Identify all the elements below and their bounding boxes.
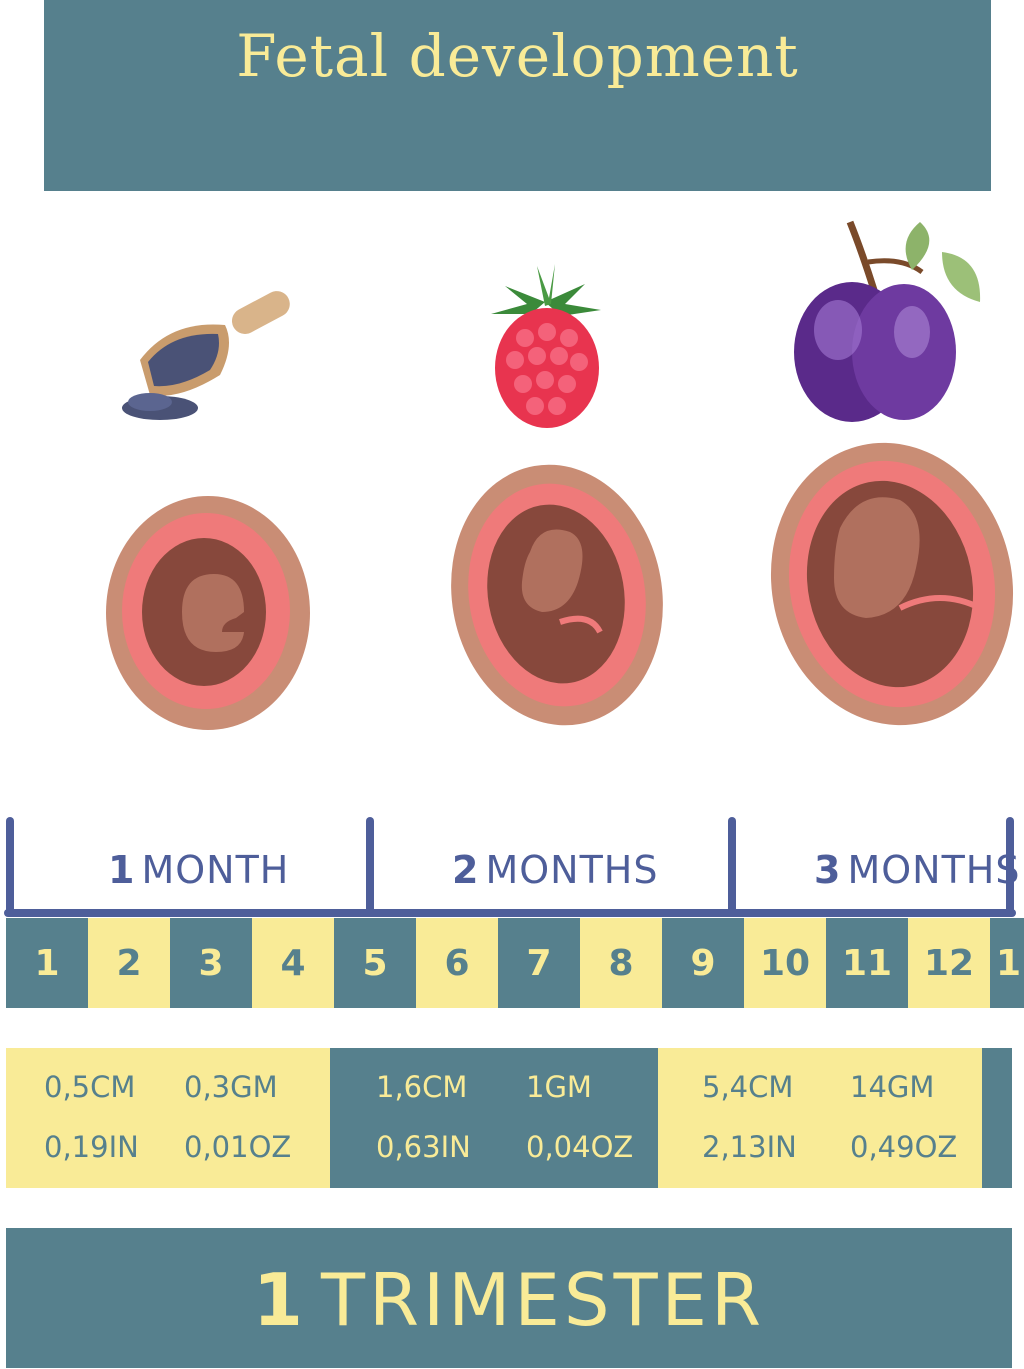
length-in: 0,63IN	[376, 1130, 471, 1164]
trimester-title: 1 TRIMESTER	[252, 1258, 766, 1342]
length-cm: 1,6CM	[376, 1070, 468, 1104]
month-brackets	[4, 817, 1016, 917]
weight-oz: 0,04OZ	[526, 1130, 634, 1164]
weight-oz: 0,01OZ	[184, 1130, 292, 1164]
weight-g: 0,3GM	[184, 1070, 278, 1104]
size-block-month-1: 0,5CM 0,3GM 0,19IN 0,01OZ	[6, 1048, 330, 1188]
week-cell: 9	[662, 918, 744, 1008]
embryo-month-3-illustration	[770, 442, 1014, 726]
week-cell: 11	[826, 918, 908, 1008]
embryo-month-2-illustration	[451, 464, 663, 726]
length-in: 0,19IN	[44, 1130, 139, 1164]
page-title: Fetal development	[236, 22, 799, 90]
week-cell: 8	[580, 918, 662, 1008]
week-cell: 10	[744, 918, 826, 1008]
length-in: 2,13IN	[702, 1130, 797, 1164]
weight-g: 14GM	[850, 1070, 935, 1104]
week-cell: 12	[908, 918, 990, 1008]
month-label-3: 3 MONTHS	[814, 848, 1021, 892]
plum-icon	[794, 220, 981, 422]
week-cell: 1	[990, 918, 1024, 1008]
week-cell: 4	[252, 918, 334, 1008]
week-cell: 1	[6, 918, 88, 1008]
month-label-1: 1 MONTH	[108, 848, 290, 892]
week-strip: 1 2 3 4 5 6 7 8 9 10 11 12 1	[6, 918, 1024, 1008]
size-table: 0,5CM 0,3GM 0,19IN 0,01OZ 1,6CM 1GM 0,63…	[6, 1048, 1024, 1188]
week-cell: 6	[416, 918, 498, 1008]
week-cell: 2	[88, 918, 170, 1008]
weight-g: 1GM	[526, 1070, 592, 1104]
week-cell: 7	[498, 918, 580, 1008]
month-label-2: 2 MONTHS	[452, 848, 659, 892]
trimester-banner: 1 TRIMESTER	[6, 1228, 1012, 1368]
week-cell: 5	[334, 918, 416, 1008]
size-block-month-2: 1,6CM 1GM 0,63IN 0,04OZ	[330, 1048, 658, 1188]
length-cm: 5,4CM	[702, 1070, 794, 1104]
poppy-seed-icon	[122, 291, 290, 420]
raspberry-icon	[491, 264, 601, 428]
embryo-month-1-illustration	[106, 496, 310, 730]
header-banner: Fetal development	[44, 0, 991, 191]
weight-oz: 0,49OZ	[850, 1130, 958, 1164]
length-cm: 0,5CM	[44, 1070, 136, 1104]
size-block-month-3: 5,4CM 14GM 2,13IN 0,49OZ	[658, 1048, 982, 1188]
size-block-month-4-partial	[982, 1048, 1012, 1188]
week-cell: 3	[170, 918, 252, 1008]
